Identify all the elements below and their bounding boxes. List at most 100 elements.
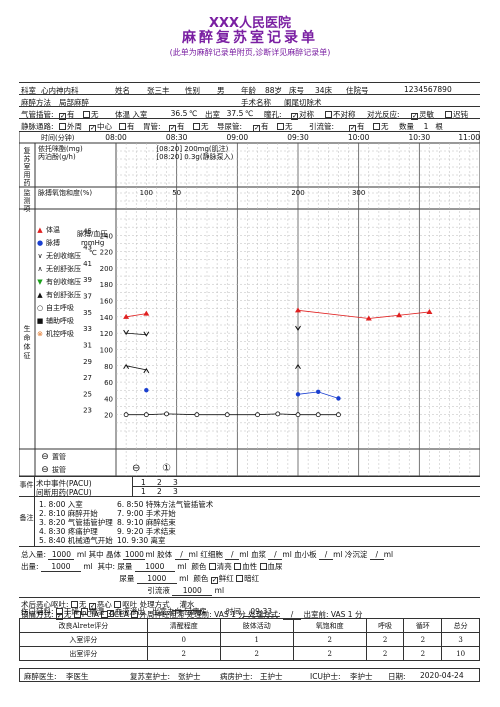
admit-label: 住院号 xyxy=(346,86,369,95)
temp-label: 体温 入室 xyxy=(115,110,148,119)
iv-peri[interactable]: 外周 xyxy=(59,121,82,132)
notes-section: 备注 1. 8:00 入室 6. 8:50 特殊方法气管插管术 2. 8:10 … xyxy=(19,496,480,547)
note-7: 7. 9:00 手术开始 xyxy=(117,509,176,518)
signature-footer: 麻醉医生: 李医生 复苏室护士: 张护士 病房护士: 王护士 ICU护士: 李护… xyxy=(19,668,480,682)
age-label: 年龄 xyxy=(241,86,256,95)
light-slow[interactable]: 迟钝 xyxy=(445,109,468,120)
score-header-row: 改良Alrete评分 清醒程度 肢体活动 氧饱和度 呼吸 循环 总分 xyxy=(19,618,480,633)
legend-label-1: 脉搏 xyxy=(46,238,60,247)
monitor-side-char-0: 监 xyxy=(24,188,31,197)
note-3: 3. 8:20 气管插管护理 xyxy=(39,518,113,527)
rec-doc-value: 张护士 xyxy=(178,672,201,681)
plasma-value[interactable]: / xyxy=(268,550,283,560)
dia-line xyxy=(126,365,147,371)
dia-point-1 xyxy=(143,367,150,374)
blood-loss-value[interactable]: 1000 xyxy=(136,574,177,584)
out-value[interactable]: 1000 xyxy=(40,562,81,572)
crystal-value[interactable]: 1000 xyxy=(123,550,146,560)
date-value: 2020-04-24 xyxy=(420,671,464,680)
in-total-value[interactable]: 1000 xyxy=(48,550,75,560)
pulse-point-0 xyxy=(144,388,149,393)
drug-side-char-0: 复 xyxy=(24,146,31,155)
icu-nurse-value: 李护士 xyxy=(350,672,373,681)
temp-point-1 xyxy=(143,310,150,316)
dept-value: 心内神内科 xyxy=(41,86,79,95)
form-title: 麻醉复苏室记录单 xyxy=(182,30,318,46)
vitals-side-char-2: 体 xyxy=(24,342,31,351)
gastric-no[interactable]: 无 xyxy=(193,121,209,132)
time-tick-5: 10:30 xyxy=(409,133,431,142)
anes-label: 麻醉方法 xyxy=(21,98,51,107)
time-header-label: 时间(分钟) xyxy=(41,133,75,142)
drug-side-char-1: 苏 xyxy=(24,154,31,163)
time-tick-2: 09:00 xyxy=(227,133,249,142)
right-tick-11: 23 xyxy=(83,407,92,415)
drug-side-char-3: 用 xyxy=(24,171,31,179)
vitals-side-char-0: 生 xyxy=(24,324,31,333)
temp-line-b xyxy=(297,309,430,319)
left-tick-8: 80 xyxy=(104,363,113,371)
right-tick-2: 41 xyxy=(83,260,92,268)
event-mark-1: 1 xyxy=(141,478,146,487)
drug-side-char-4: 药 xyxy=(24,178,31,187)
score-row-in: 入室评分 0 1 2 2 2 3 xyxy=(19,632,480,647)
time-tick-0: 08:00 xyxy=(105,133,127,142)
legend-label-3: 无创舒张压 xyxy=(46,264,81,273)
sys-point-1 xyxy=(143,331,150,337)
temp-point-5 xyxy=(426,308,433,314)
legend-label-6: 自主呼吸 xyxy=(46,303,74,312)
light-label: 对光反应: xyxy=(367,110,400,119)
left-tick-11: 20 xyxy=(104,412,113,420)
platelet-value[interactable]: / xyxy=(319,550,334,560)
light-ok[interactable]: ✓灵敏 xyxy=(411,110,434,120)
med-mark-2: 2 xyxy=(157,487,162,496)
cryo-value[interactable]: / xyxy=(369,550,384,560)
drain-no[interactable]: 无 xyxy=(373,121,389,132)
spo2-value-0: 100 xyxy=(140,189,153,197)
sys-point-0 xyxy=(123,329,130,336)
note-9: 9. 9:20 手术结束 xyxy=(117,527,176,536)
resp-point-3 xyxy=(194,412,200,418)
note-8: 8. 9:10 麻醉结束 xyxy=(117,518,176,527)
drain-value[interactable]: 1000 xyxy=(172,586,213,596)
pulse-point-3 xyxy=(336,396,341,401)
event-mark-2: 2 xyxy=(157,478,162,487)
intub-yes[interactable]: ✓有 xyxy=(59,110,75,120)
extub-symbol: ⊖ xyxy=(41,465,49,475)
nausea-method[interactable]: 灌水 xyxy=(171,599,202,611)
note-5: 5. 8:40 机械通气开始 xyxy=(39,536,113,545)
pupil-asym[interactable]: 不对称 xyxy=(325,109,356,120)
op-value: 阑尾切除术 xyxy=(284,98,322,107)
temp-out[interactable]: 37.5 ℃ xyxy=(225,109,254,119)
pupil-sym[interactable]: ✓对称 xyxy=(291,110,314,120)
temp-out-label: 出室 xyxy=(205,110,220,119)
iv-has[interactable]: 有 xyxy=(119,121,135,132)
rbc-value[interactable]: / xyxy=(225,550,240,560)
notes-side-label: 备注 xyxy=(19,497,35,547)
out-row: 出量: 1000 ml 其中: 尿量 1000 ml 颜色 清亮 血性 血尿 xyxy=(21,562,283,572)
resp-point-2 xyxy=(164,411,169,417)
med-mark-1: 1 xyxy=(141,487,146,496)
time-tick-4: 10:00 xyxy=(348,133,370,142)
left-tick-5: 140 xyxy=(100,314,113,322)
drain-label: 引流管: xyxy=(309,122,335,131)
urine-no[interactable]: 无 xyxy=(277,121,293,132)
urine-value[interactable]: 1000 xyxy=(134,562,175,572)
intub-label: 置管 xyxy=(52,452,66,461)
blood-row: 尿量 1000 ml 颜色 ✓鲜红 暗红 xyxy=(119,574,260,584)
intub-label: 气管插管: xyxy=(21,110,54,119)
nausea-row: 术后恶心呕吐: 无 ✓恶心 呕吐 处理方式 灌水 xyxy=(21,599,202,611)
left-tick-4: 160 xyxy=(100,298,113,306)
left-tick-3: 180 xyxy=(100,281,113,289)
axis-right-unit: ℃ xyxy=(89,249,97,257)
name-label: 姓名 xyxy=(115,86,130,95)
intub-no[interactable]: 无 xyxy=(83,109,99,120)
temp-in[interactable]: 36.5 ℃ xyxy=(169,109,198,119)
ward-nurse-value: 王护士 xyxy=(260,672,283,681)
out-time-value[interactable]: 09:33 xyxy=(243,607,280,617)
vitals-chart: 时间(分钟) 08:00 08:30 09:00 09:30 10:00 10:30 11:0… xyxy=(19,131,480,476)
legend-symbol-6: ○ xyxy=(37,304,43,312)
colloid-value[interactable]: / xyxy=(174,550,189,560)
legend-symbol-8: ⊗ xyxy=(37,330,43,338)
dia-point-extra xyxy=(295,363,301,370)
